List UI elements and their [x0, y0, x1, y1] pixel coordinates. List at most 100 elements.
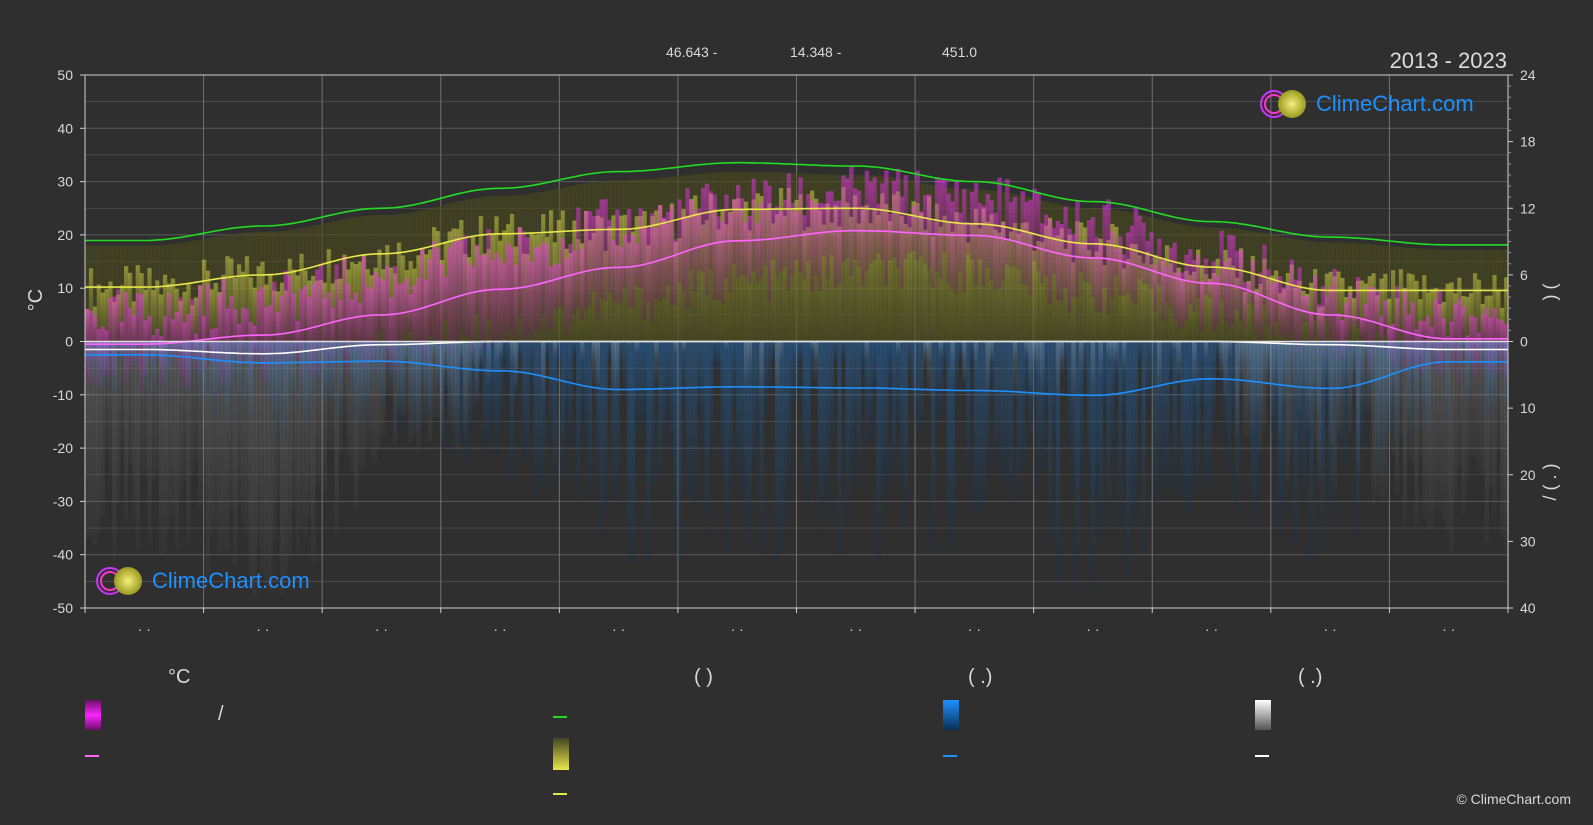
- temp-bar: [962, 189, 967, 293]
- rain-bar: [1071, 341, 1076, 490]
- snow-bar: [174, 341, 179, 549]
- temp-bar: [950, 201, 955, 291]
- sunshine-bar: [1044, 225, 1049, 342]
- rain-bar: [825, 341, 831, 497]
- snow-bar: [1122, 341, 1127, 370]
- rain-bar: [607, 341, 612, 363]
- sunshine-line: [85, 207, 1508, 292]
- rain-bar: [810, 341, 815, 386]
- right-tick-label: 40: [1520, 600, 1536, 616]
- rain-bar: [677, 341, 682, 561]
- rain-bar: [1055, 341, 1061, 594]
- temp-bar: [1157, 238, 1162, 285]
- temp-bar: [350, 299, 355, 345]
- temp-bar: [205, 284, 211, 357]
- snow-bar: [1504, 341, 1509, 547]
- snow-bar: [213, 341, 218, 531]
- temp-bar: [958, 212, 963, 272]
- snow-bar: [330, 341, 335, 451]
- snow-bar: [962, 341, 967, 383]
- snow-bar: [350, 341, 355, 473]
- temp-bar: [572, 250, 577, 315]
- sunshine-bar: [919, 212, 924, 342]
- right-tick-label: 18: [1520, 134, 1536, 150]
- temp-bar: [685, 188, 690, 309]
- snow-bar: [810, 341, 815, 351]
- legend-rain-swatch: [943, 700, 959, 730]
- snow-bar: [498, 341, 503, 359]
- rain-bar: [778, 341, 784, 551]
- sunshine-bar: [1465, 296, 1470, 342]
- snow-bar: [404, 341, 409, 414]
- temp-bar: [1172, 242, 1178, 320]
- snow-bar: [279, 341, 285, 595]
- temp-bar: [864, 170, 870, 271]
- temp-bar: [782, 199, 788, 268]
- snow-bar: [186, 341, 191, 543]
- temp-bar: [131, 315, 137, 361]
- rain-bar: [837, 341, 842, 554]
- rain-bar: [1207, 341, 1213, 488]
- temp-bar: [120, 321, 125, 356]
- snow-bar: [989, 341, 994, 363]
- rain-bar: [950, 341, 955, 548]
- temp-bar: [985, 194, 991, 268]
- snow-bar: [1340, 341, 1345, 437]
- rain-bar: [1164, 341, 1170, 492]
- snow-bar: [1285, 341, 1291, 483]
- right-tick-label: 10: [1520, 400, 1536, 416]
- rain-bar: [1137, 341, 1142, 366]
- snow-bar: [1270, 341, 1275, 419]
- temp-bar: [256, 290, 262, 360]
- rain-bar: [1110, 341, 1115, 459]
- sunshine-bar: [201, 259, 207, 342]
- rain-bar: [1020, 341, 1025, 472]
- temp-bar: [342, 256, 347, 365]
- temp-bar: [603, 199, 609, 301]
- rain-bar: [880, 341, 885, 499]
- temp-bar: [311, 283, 316, 378]
- rain-bar: [1277, 341, 1283, 535]
- left-tick-label: 0: [65, 334, 73, 350]
- sunshine-bar: [969, 223, 975, 342]
- snow-bar: [1250, 341, 1255, 429]
- snow-bar: [291, 341, 296, 507]
- rain-bar: [1200, 341, 1205, 408]
- rain-bar: [1274, 341, 1279, 445]
- temp-bar: [420, 248, 425, 359]
- snow-bar: [1348, 341, 1353, 434]
- snow-bar: [1309, 341, 1314, 424]
- snow-bar: [431, 341, 437, 417]
- temp-bar: [1215, 275, 1221, 326]
- temp-bar: [1332, 268, 1338, 359]
- temp-bar: [989, 200, 994, 280]
- temp-bar: [806, 194, 811, 262]
- sunshine-bar: [1016, 233, 1022, 342]
- snow-bar: [151, 341, 156, 482]
- rain-bar: [759, 341, 764, 554]
- period-label: 2013 - 2023: [1390, 48, 1507, 73]
- rain-bar: [1231, 341, 1236, 426]
- temp-bar: [361, 256, 367, 369]
- temp-bar: [923, 195, 928, 264]
- temp-bar: [174, 311, 180, 367]
- snow-bar: [303, 341, 308, 538]
- snow-bar: [252, 341, 257, 599]
- legend-temp-range-label: /: [218, 703, 224, 725]
- snow-bar: [92, 341, 98, 548]
- temp-bar: [1359, 319, 1365, 340]
- logo-top[interactable]: ClimeChart.com: [1258, 88, 1474, 120]
- temp-bar: [724, 194, 729, 278]
- sunshine-bar: [903, 223, 909, 342]
- sunshine-bar: [1203, 274, 1209, 342]
- temp-bar: [884, 170, 889, 286]
- sunshine-bar: [911, 201, 917, 342]
- temp-bar: [1430, 326, 1435, 353]
- sunshine-bar: [1071, 262, 1076, 342]
- temp-bar: [576, 207, 581, 309]
- temp-bar: [587, 211, 593, 307]
- temp-bar: [424, 279, 429, 361]
- snow-bar: [759, 341, 764, 400]
- snow-bar: [1465, 341, 1470, 482]
- logo-bottom[interactable]: ClimeChart.com: [94, 565, 310, 597]
